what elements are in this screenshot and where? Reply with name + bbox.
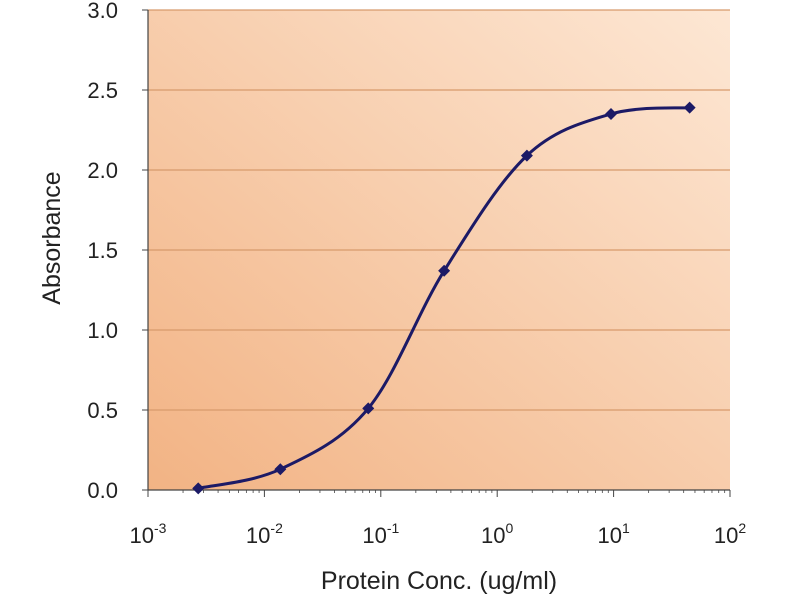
- y-tick-label: 3.0: [87, 0, 118, 23]
- gridlines: [148, 9, 730, 411]
- x-tick-label: 100: [481, 520, 513, 548]
- data-point-marker: [438, 264, 451, 277]
- y-tick-label: 2.5: [87, 78, 118, 103]
- x-tick-base: 10: [714, 523, 738, 548]
- x-tick-base: 10: [130, 523, 154, 548]
- x-tick-base: 10: [362, 523, 386, 548]
- y-axis-title: Absorbance: [38, 171, 66, 304]
- x-tick-base: 10: [246, 523, 270, 548]
- data-point-marker: [520, 149, 533, 162]
- x-tick-exponent: 2: [738, 520, 746, 536]
- x-tick-exponent: -2: [270, 520, 283, 536]
- x-tick-exponent: -1: [387, 520, 400, 536]
- y-tick-label: 1.0: [87, 318, 118, 343]
- axes: [142, 9, 731, 497]
- x-tick-label: 10-2: [246, 520, 283, 548]
- x-axis-title: Protein Conc. (ug/ml): [321, 567, 557, 595]
- data-point-marker: [683, 101, 696, 114]
- x-tick-label: 10-1: [362, 520, 399, 548]
- x-tick-label: 10-3: [130, 520, 167, 548]
- data-series: [192, 101, 696, 495]
- x-tick-base: 10: [481, 523, 505, 548]
- tick-labels: 0.00.51.01.52.02.53.010-3 10-2 10-1 100 101 1…: [87, 0, 746, 548]
- y-tick-label: 0.0: [87, 478, 118, 503]
- x-tick-label: 101: [597, 520, 629, 548]
- x-tick-exponent: 1: [622, 520, 630, 536]
- y-tick-label: 0.5: [87, 398, 118, 423]
- data-point-marker: [362, 402, 375, 415]
- data-point-marker: [605, 108, 618, 120]
- data-point-marker: [192, 482, 205, 495]
- y-tick-label: 2.0: [87, 158, 118, 183]
- y-tick-label: 1.5: [87, 238, 118, 263]
- x-tick-exponent: 0: [506, 520, 514, 536]
- x-tick-label: 102: [714, 520, 746, 548]
- x-tick-base: 10: [597, 523, 621, 548]
- data-point-marker: [274, 463, 287, 476]
- x-tick-exponent: -3: [154, 520, 167, 536]
